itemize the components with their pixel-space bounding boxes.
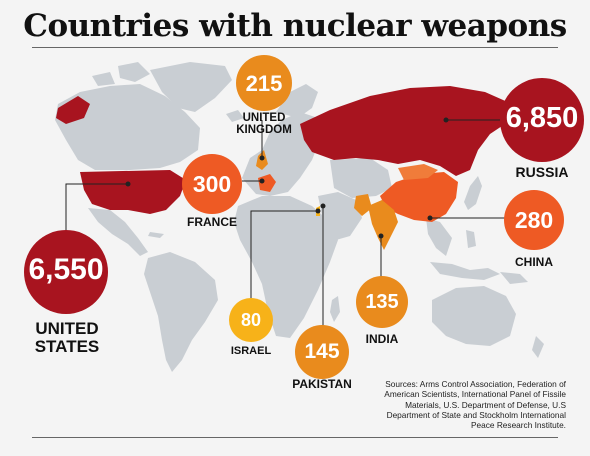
- value-israel: 80: [240, 310, 262, 330]
- leader-israel: [250, 210, 318, 298]
- bubble-india: [356, 276, 408, 328]
- bubble-israel: [229, 298, 273, 342]
- land-southeast-asia: [426, 218, 452, 256]
- bubble-pakistan: [295, 325, 349, 379]
- land-europe: [242, 112, 320, 196]
- land-japan: [464, 176, 482, 210]
- land-central-asia: [330, 158, 392, 198]
- nuclear-states: [56, 86, 512, 250]
- value-russia: 6,850: [505, 102, 579, 134]
- bubble-united-kingdom: [236, 55, 292, 111]
- land-greenland: [150, 62, 232, 112]
- landmasses: [55, 62, 544, 372]
- label-united-states: UNITED STATES: [34, 319, 100, 356]
- value-china: 280: [514, 207, 554, 233]
- bubble-united-states: [24, 230, 108, 314]
- land-south-america: [144, 252, 218, 372]
- land-canada-islands: [118, 62, 150, 82]
- value-united-states: 6,550: [28, 253, 104, 286]
- label-pakistan: PAKISTAN: [292, 377, 352, 391]
- bubble-france: [182, 154, 242, 214]
- land-philippines: [466, 230, 476, 248]
- value-india: 135: [365, 291, 399, 313]
- bubble-russia: [500, 78, 584, 162]
- land-new-zealand: [532, 336, 544, 358]
- shape-france: [258, 174, 276, 192]
- land-canada: [55, 84, 200, 170]
- bubble-china: [504, 190, 564, 250]
- label-united-kingdom: UNITED KINGDOM: [236, 112, 292, 137]
- shape-india: [368, 200, 398, 250]
- land-australia: [432, 286, 516, 346]
- shape-russia: [300, 86, 512, 176]
- shape-mongolia: [398, 164, 438, 180]
- land-indonesia: [430, 262, 500, 280]
- shape-united-states: [80, 170, 186, 214]
- land-papua: [500, 272, 528, 284]
- land-africa: [234, 196, 338, 338]
- land-middle-east: [318, 192, 362, 240]
- chart-title: Countries with nuclear weapons: [23, 8, 567, 44]
- label-india: INDIA: [365, 332, 399, 346]
- title-rule: [32, 47, 558, 48]
- land-mexico: [88, 208, 148, 256]
- shape-alaska: [56, 96, 90, 124]
- land-caribbean: [148, 232, 164, 238]
- shape-china: [380, 172, 458, 222]
- footer-rule: [32, 437, 558, 438]
- value-france: 300: [192, 171, 232, 197]
- shape-pakistan: [354, 194, 372, 216]
- label-russia: RUSSIA: [515, 164, 569, 180]
- land-scandinavia: [276, 84, 318, 118]
- value-united-kingdom: 215: [245, 71, 283, 96]
- land-canada-islands-2: [92, 72, 115, 86]
- bubbles: [24, 55, 584, 379]
- label-china: CHINA: [515, 255, 553, 269]
- leader-us: [65, 183, 128, 234]
- label-israel: ISRAEL: [230, 345, 272, 357]
- land-iceland: [226, 110, 244, 122]
- label-france: FRANCE: [187, 215, 237, 229]
- sources-note: Sources: Arms Control Association, Feder…: [384, 379, 566, 431]
- land-madagascar: [330, 296, 340, 322]
- value-pakistan: 145: [304, 340, 340, 363]
